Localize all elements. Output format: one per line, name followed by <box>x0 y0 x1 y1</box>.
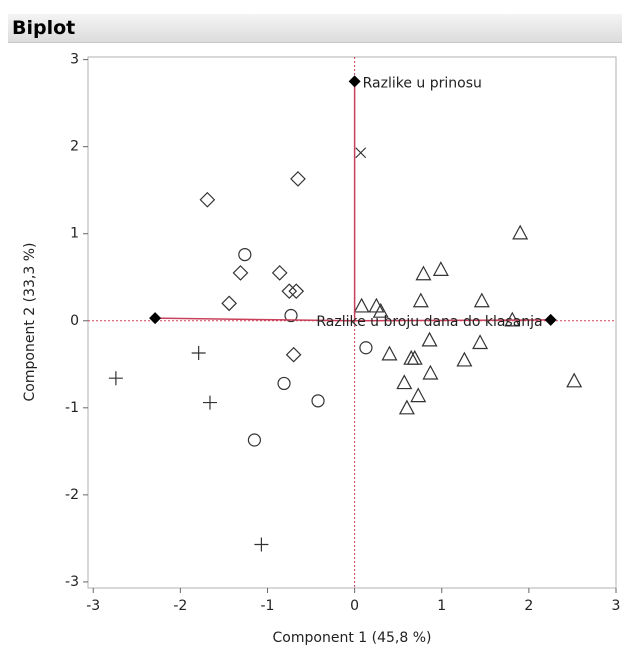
loading-point <box>348 75 361 88</box>
point <box>232 265 249 281</box>
point <box>202 395 217 410</box>
y-tick-label: 3 <box>70 52 79 68</box>
point <box>191 345 206 360</box>
point <box>432 261 449 276</box>
point <box>355 147 367 159</box>
point <box>359 341 373 355</box>
point <box>406 349 423 365</box>
point <box>353 297 370 313</box>
loading-label: Razlike u broju dana do klasanja <box>316 314 542 330</box>
y-tick-label: 0 <box>70 313 79 329</box>
loading-ray <box>354 319 551 322</box>
point <box>254 537 269 552</box>
point <box>281 283 298 300</box>
point <box>290 171 306 187</box>
y-tick-label: -1 <box>65 400 79 416</box>
y-axis-title: Component 2 (33,3 %) <box>22 243 38 402</box>
point <box>415 265 432 281</box>
point <box>221 295 237 312</box>
loading-point <box>149 312 162 325</box>
header-bar[interactable]: Biplot <box>8 14 622 43</box>
point <box>288 283 305 300</box>
point <box>512 224 529 240</box>
x-tick-label: 2 <box>524 598 533 614</box>
x-tick-label: -3 <box>86 598 100 614</box>
point <box>277 376 291 391</box>
point <box>473 292 490 308</box>
point <box>472 334 489 350</box>
point <box>398 399 415 415</box>
loading-ray <box>155 317 355 322</box>
point <box>372 302 389 318</box>
point <box>271 265 288 281</box>
point <box>381 345 398 361</box>
x-axis-title: Component 1 (45,8 %) <box>273 630 432 646</box>
x-tick-label: 1 <box>437 598 446 614</box>
point <box>247 433 262 447</box>
chart-title: Biplot <box>12 17 76 39</box>
point <box>396 374 413 390</box>
point <box>311 394 325 408</box>
y-tick-label: -2 <box>65 487 79 503</box>
point <box>422 364 439 380</box>
y-tick-label: 2 <box>70 139 79 155</box>
loading-label: Razlike u prinosu <box>363 75 482 91</box>
point <box>456 351 473 367</box>
point <box>284 308 298 323</box>
x-tick-label: 0 <box>350 598 359 614</box>
y-tick-label: -3 <box>65 574 79 590</box>
point <box>566 372 583 388</box>
x-tick-label: -1 <box>261 598 275 614</box>
point <box>285 346 302 363</box>
point <box>199 191 216 208</box>
point <box>410 387 427 403</box>
plot-frame <box>87 56 617 589</box>
loading-point <box>544 313 557 326</box>
y-tick-label: 1 <box>70 226 79 242</box>
point <box>421 331 438 347</box>
point <box>108 371 123 386</box>
x-tick-label: 3 <box>612 598 621 614</box>
point <box>412 292 429 308</box>
x-tick-label: -2 <box>173 598 187 614</box>
point <box>238 248 252 262</box>
